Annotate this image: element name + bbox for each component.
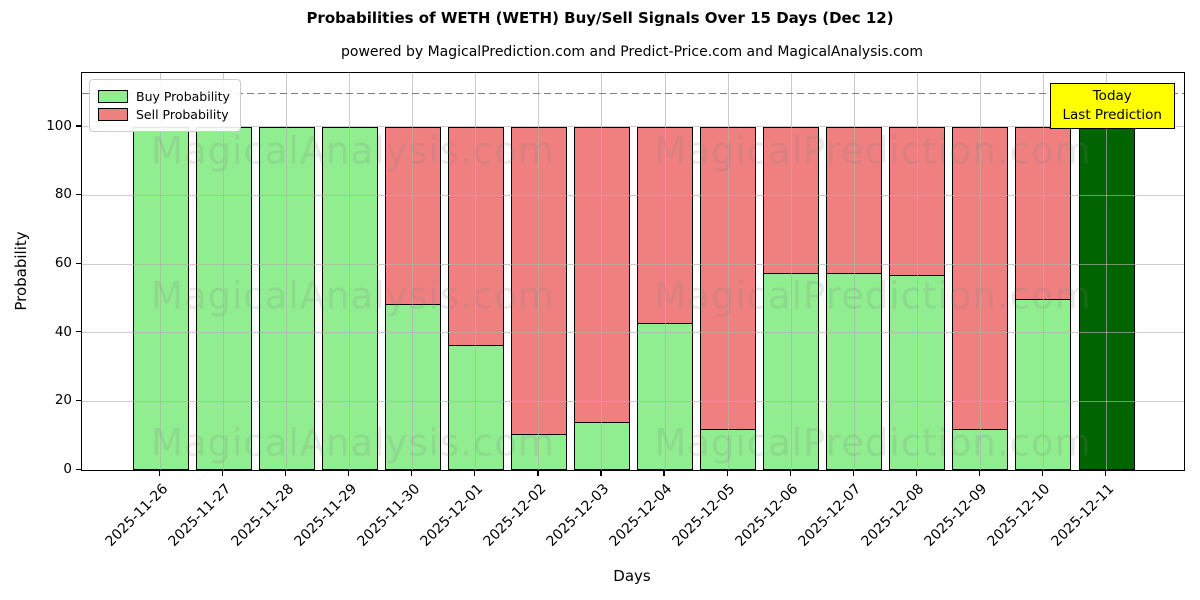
x-tick-mark [221, 470, 224, 476]
x-tick-mark [1041, 470, 1044, 476]
y-tick-mark [76, 399, 81, 402]
x-tick-mark [537, 470, 539, 476]
legend-label-sell: Sell Probability [136, 107, 229, 122]
legend-label-buy: Buy Probability [136, 89, 230, 104]
y-tick-mark [76, 262, 81, 264]
today-annotation: Today Last Prediction [1049, 83, 1175, 129]
x-tick-mark [726, 470, 728, 476]
y-tick-label: 60 [54, 255, 72, 272]
v-gridline [664, 73, 666, 470]
legend: Buy Probability Sell Probability [89, 79, 241, 132]
watermark-text: MagicalAnalysis.com [151, 421, 555, 465]
h-gridline [82, 400, 1184, 402]
x-tick-mark [852, 470, 854, 476]
buy-swatch-icon [98, 90, 128, 103]
x-tick-mark [663, 470, 665, 476]
v-gridline [286, 73, 288, 470]
watermark-text: MagicalPrediction.com [654, 129, 1092, 173]
y-tick-mark [76, 468, 81, 470]
x-tick-mark [915, 470, 917, 476]
x-tick-mark [158, 470, 161, 476]
h-gridline [82, 194, 1184, 196]
y-tick-mark [76, 125, 81, 127]
v-gridline [790, 73, 792, 470]
threshold-dashed-line [82, 92, 1184, 95]
y-tick-label: 100 [46, 117, 72, 134]
y-tick-label: 80 [54, 186, 72, 203]
y-tick-label: 40 [54, 323, 72, 340]
plot-area: MagicalAnalysis.com MagicalPrediction.com… [81, 72, 1185, 471]
x-axis-label: Days [613, 567, 651, 585]
v-gridline [223, 73, 225, 470]
v-gridline [601, 73, 603, 470]
y-tick-label: 0 [63, 461, 72, 477]
v-gridline [1106, 73, 1108, 470]
v-gridline [412, 73, 414, 470]
h-gridline [82, 263, 1184, 265]
h-gridline [82, 332, 1184, 334]
x-tick-mark [789, 470, 791, 476]
chart-title: Probabilities of WETH (WETH) Buy/Sell Si… [306, 9, 894, 27]
y-tick-label: 20 [54, 392, 72, 409]
v-gridline [1042, 73, 1044, 470]
sell-swatch-icon [98, 108, 128, 121]
watermark-text: MagicalPrediction.com [654, 421, 1092, 465]
y-tick-mark [76, 193, 81, 196]
x-tick-mark [474, 470, 476, 476]
today-annotation-line2: Last Prediction [1062, 106, 1162, 123]
v-gridline [853, 73, 855, 470]
v-gridline [349, 73, 351, 470]
h-gridline [82, 126, 1184, 128]
x-tick-mark [285, 470, 287, 476]
today-annotation-line1: Today [1092, 88, 1132, 104]
v-gridline [979, 73, 981, 470]
v-gridline [475, 73, 477, 470]
x-tick-mark [600, 470, 602, 476]
y-tick-mark [76, 331, 81, 333]
v-gridline [160, 73, 161, 470]
watermark-text: MagicalAnalysis.com [151, 129, 555, 173]
x-tick-mark [978, 470, 980, 476]
v-gridline [727, 73, 729, 470]
watermark-text: MagicalPrediction.com [654, 274, 1092, 318]
x-tick-mark [1104, 470, 1107, 476]
legend-entry-buy: Buy Probability [98, 89, 230, 104]
watermark-text: MagicalAnalysis.com [151, 274, 555, 318]
chart-subtitle: powered by MagicalPrediction.com and Pre… [341, 44, 923, 60]
v-gridline [538, 73, 540, 470]
legend-entry-sell: Sell Probability [98, 107, 230, 122]
x-tick-mark [411, 470, 413, 476]
x-tick-mark [348, 470, 350, 476]
v-gridline [916, 73, 918, 470]
